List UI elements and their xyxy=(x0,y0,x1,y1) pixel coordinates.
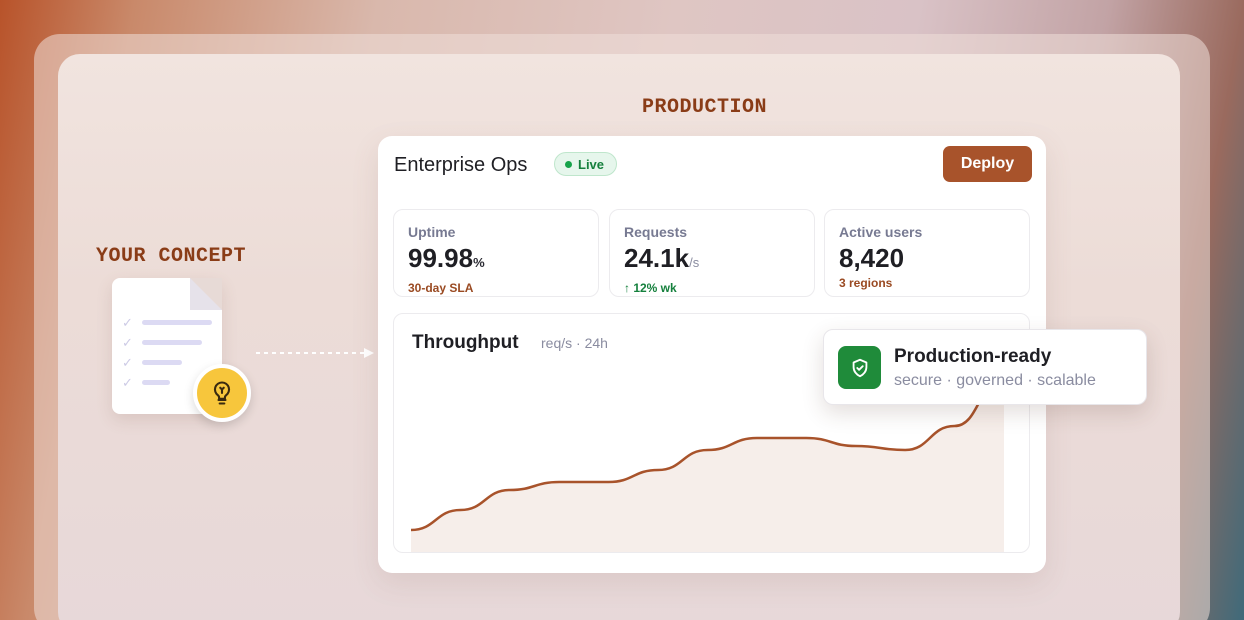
chart-subtitle: req/s · 24h xyxy=(541,335,608,351)
badge-subtitle: secure · governed · scalable xyxy=(894,372,1096,389)
lightbulb-icon xyxy=(193,364,251,422)
shield-check-icon xyxy=(838,346,881,389)
stat-value: 99.98% xyxy=(408,243,485,273)
concept-label: YOUR CONCEPT xyxy=(96,245,247,268)
stat-unit: % xyxy=(473,255,485,270)
stat-sub: ↑ 12% wk xyxy=(624,281,677,295)
chart-area-fill xyxy=(411,378,1004,552)
throughput-chart: Throughput req/s · 24h xyxy=(393,313,1030,553)
chart-series-line xyxy=(410,376,1005,532)
status-label: Live xyxy=(578,156,605,172)
stat-sub: 30-day SLA xyxy=(408,281,474,295)
app-title: Enterprise Ops xyxy=(394,154,528,176)
stat-card-uptime: Uptime 99.98% 30-day SLA xyxy=(393,209,599,297)
chart-title: Throughput xyxy=(412,332,519,353)
status-badge: Live xyxy=(554,152,618,176)
stat-card-requests: Requests 24.1k/s ↑ 12% wk xyxy=(609,209,815,297)
production-label: PRODUCTION xyxy=(642,96,768,119)
stat-card-active-users: Active users 8,420 3 regions xyxy=(824,209,1030,297)
production-ready-badge: Production-ready secure · governed · sca… xyxy=(823,329,1147,405)
dashed-arrow-icon xyxy=(256,348,374,358)
stat-label: Uptime xyxy=(408,224,456,240)
badge-title: Production-ready xyxy=(894,346,1052,367)
live-dot-icon xyxy=(565,160,572,168)
stat-label: Requests xyxy=(624,224,688,240)
stat-label: Active users xyxy=(839,224,923,240)
stat-sub: 3 regions xyxy=(839,276,893,290)
deploy-button[interactable]: Deploy xyxy=(943,146,1032,182)
stat-unit: /s xyxy=(689,255,700,270)
stat-value: 8,420 xyxy=(839,243,905,273)
stat-value: 24.1k/s xyxy=(624,243,700,273)
